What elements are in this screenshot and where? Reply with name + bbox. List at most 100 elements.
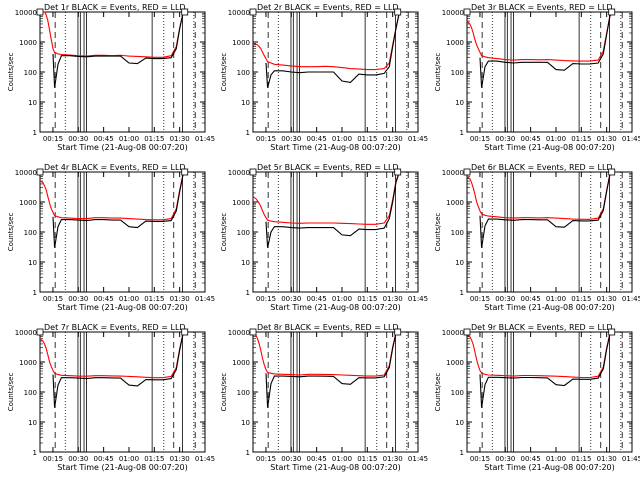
x-axis-label: Start Time (21-Aug-08 00:07:20) xyxy=(484,143,615,152)
x-tick-label: 00:15 xyxy=(470,295,490,303)
y-tick-label: 10000 xyxy=(15,169,37,177)
y-tick-label: 1 xyxy=(33,129,37,137)
x-tick-label: 00:15 xyxy=(256,135,276,143)
x-tick-label: 00:15 xyxy=(43,295,63,303)
y-tick-label: 1 xyxy=(33,449,37,457)
y-tick-label: 100 xyxy=(237,389,250,397)
y-tick-label: 100 xyxy=(24,389,37,397)
y-tick-label: 10000 xyxy=(228,169,250,177)
marker-box xyxy=(608,328,616,336)
y-tick-label: 100 xyxy=(24,69,37,77)
marker-box xyxy=(608,8,616,16)
x-tick-label: 00:15 xyxy=(43,135,63,143)
x-tick-label: 01:00 xyxy=(546,135,566,143)
marker-box xyxy=(608,168,616,176)
events-series-line xyxy=(52,331,205,408)
x-tick-label: 01:00 xyxy=(119,455,139,463)
lld-series-line xyxy=(252,171,418,225)
x-tick-label: 00:45 xyxy=(307,135,327,143)
x-tick-label: 01:30 xyxy=(597,455,617,463)
y-tick-label: 10 xyxy=(455,259,464,267)
plot-frame xyxy=(39,11,206,133)
x-tick-label: 00:30 xyxy=(495,135,515,143)
marker-box xyxy=(463,8,471,16)
x-tick-label: 01:00 xyxy=(332,135,352,143)
x-tick-label: 00:15 xyxy=(256,295,276,303)
y-tick-label: 10000 xyxy=(15,9,37,17)
x-tick-label: 01:00 xyxy=(332,295,352,303)
x-tick-label: 00:30 xyxy=(68,455,88,463)
x-tick-label: 00:30 xyxy=(281,455,301,463)
x-tick-label: 01:45 xyxy=(408,455,428,463)
y-tick-label: 10 xyxy=(455,99,464,107)
y-axis-label: Counts/sec xyxy=(220,213,228,252)
y-tick-label: 1 xyxy=(460,449,464,457)
y-tick-label: 1 xyxy=(33,289,37,297)
y-axis-label: Counts/sec xyxy=(7,373,15,412)
x-tick-label: 00:30 xyxy=(281,295,301,303)
x-tick-label: 01:30 xyxy=(597,135,617,143)
y-tick-label: 1000 xyxy=(446,199,464,207)
marker-box xyxy=(394,8,402,16)
x-tick-label: 00:30 xyxy=(68,135,88,143)
marker-box xyxy=(249,8,257,16)
x-tick-label: 00:30 xyxy=(281,135,301,143)
x-tick-label: 01:45 xyxy=(195,455,215,463)
plot-title: Det 6r BLACK = Events, RED = LLD xyxy=(471,163,613,172)
events-series-line xyxy=(265,11,418,88)
lld-series-line xyxy=(466,11,632,62)
plot-frame xyxy=(252,331,419,453)
lld-series-line xyxy=(39,331,205,379)
x-tick-label: 00:45 xyxy=(94,455,114,463)
x-tick-label: 01:15 xyxy=(357,455,377,463)
plot-panel: Det 6r BLACK = Events, RED = LLD 1 10 100 10… xyxy=(434,163,640,312)
y-axis-label: Counts/sec xyxy=(220,373,228,412)
x-tick-label: 01:15 xyxy=(144,295,164,303)
x-tick-label: 00:15 xyxy=(43,455,63,463)
y-tick-label: 1 xyxy=(246,129,250,137)
x-axis-label: Start Time (21-Aug-08 00:07:20) xyxy=(270,303,401,312)
y-tick-label: 10000 xyxy=(442,329,464,337)
x-tick-label: 00:45 xyxy=(94,135,114,143)
x-tick-label: 00:45 xyxy=(521,295,541,303)
marker-box xyxy=(249,168,257,176)
x-tick-label: 01:15 xyxy=(144,135,164,143)
events-series-line xyxy=(265,331,418,408)
x-axis-label: Start Time (21-Aug-08 00:07:20) xyxy=(57,463,188,472)
x-tick-label: 00:15 xyxy=(470,455,490,463)
y-tick-label: 100 xyxy=(237,229,250,237)
x-tick-label: 00:30 xyxy=(495,295,515,303)
y-tick-label: 10 xyxy=(241,259,250,267)
plot-panel: Det 5r BLACK = Events, RED = LLD 1 10 100 10… xyxy=(220,163,428,312)
plot-frame xyxy=(252,11,419,133)
y-axis-label: Counts/sec xyxy=(434,213,442,252)
x-tick-label: 01:15 xyxy=(357,295,377,303)
plot-panel: Det 2r BLACK = Events, RED = LLD 1 10 100 10… xyxy=(220,3,428,152)
plot-title: Det 9r BLACK = Events, RED = LLD xyxy=(471,323,613,332)
x-tick-label: 01:00 xyxy=(332,455,352,463)
marker-box xyxy=(181,8,189,16)
x-tick-label: 01:15 xyxy=(571,295,591,303)
marker-box xyxy=(463,328,471,336)
marker-box xyxy=(394,168,402,176)
y-axis-label: Counts/sec xyxy=(220,53,228,92)
x-tick-label: 01:30 xyxy=(383,135,403,143)
lld-series-line xyxy=(39,171,205,221)
events-series-line xyxy=(52,11,205,88)
x-tick-label: 01:45 xyxy=(408,135,428,143)
y-tick-label: 1000 xyxy=(232,359,250,367)
y-tick-label: 100 xyxy=(451,69,464,77)
x-tick-label: 01:00 xyxy=(546,295,566,303)
x-tick-label: 00:45 xyxy=(521,455,541,463)
lld-series-line xyxy=(466,331,632,379)
x-tick-label: 01:30 xyxy=(170,455,190,463)
events-series-line xyxy=(52,171,205,248)
y-axis-label: Counts/sec xyxy=(7,53,15,92)
marker-box xyxy=(36,328,44,336)
plot-panel: Det 7r BLACK = Events, RED = LLD 1 10 100 10… xyxy=(7,323,215,472)
y-tick-label: 10000 xyxy=(15,329,37,337)
y-tick-label: 1000 xyxy=(19,359,37,367)
plot-frame xyxy=(252,171,419,293)
y-tick-label: 10000 xyxy=(228,329,250,337)
y-tick-label: 1 xyxy=(246,449,250,457)
